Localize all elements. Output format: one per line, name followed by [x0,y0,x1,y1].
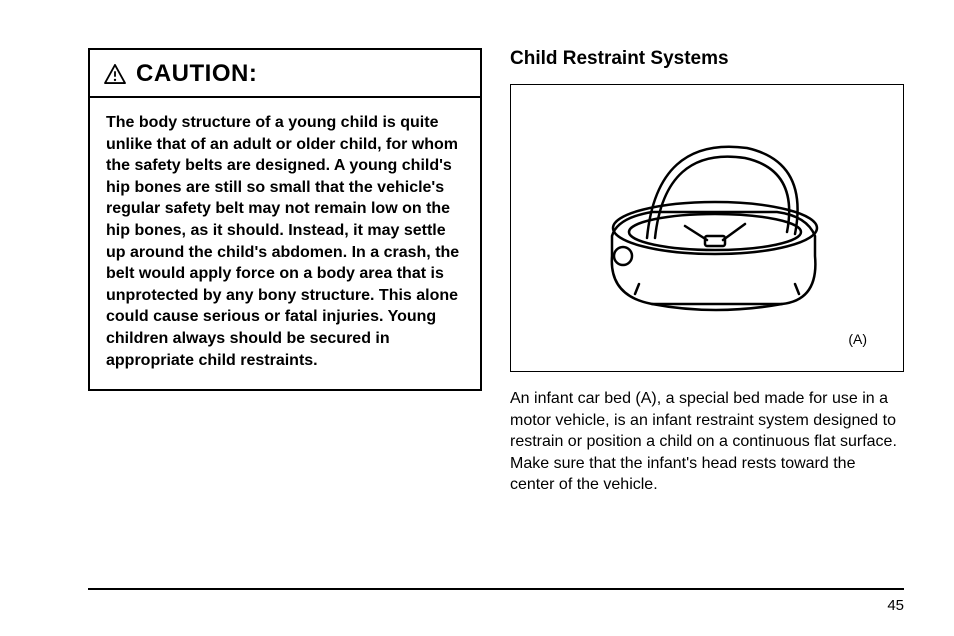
two-column-layout: CAUTION: The body structure of a young c… [88,48,904,496]
footer-rule [88,588,904,590]
caution-title: CAUTION: [136,60,257,88]
caution-box: CAUTION: The body structure of a young c… [88,48,482,391]
left-column: CAUTION: The body structure of a young c… [88,48,482,496]
caution-header: CAUTION: [90,50,480,98]
warning-triangle-icon [104,64,126,84]
page-number: 45 [887,597,904,614]
infant-car-bed-icon [557,116,857,341]
figure-label: (A) [848,331,867,347]
figure-box: (A) [510,84,904,372]
caution-body-text: The body structure of a young child is q… [90,98,480,389]
page: CAUTION: The body structure of a young c… [0,0,954,636]
section-heading: Child Restraint Systems [510,48,904,70]
right-column: Child Restraint Systems [510,48,904,496]
figure-caption: An infant car bed (A), a special bed mad… [510,388,904,496]
